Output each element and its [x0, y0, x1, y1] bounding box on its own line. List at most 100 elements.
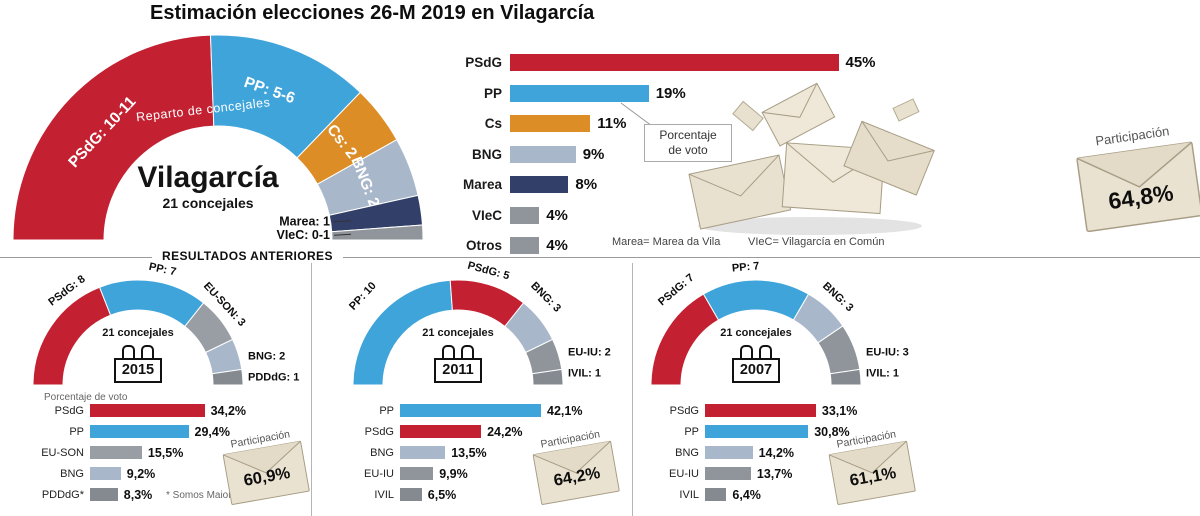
bar-value: 6,5%: [427, 487, 457, 502]
bar-label: BNG: [370, 446, 394, 459]
envelope-icon-graphic: [1076, 141, 1200, 233]
envelope-icon: 60,9%: [222, 440, 310, 505]
bar-label: EU-SON: [41, 446, 84, 459]
bar-label: PDDdG*: [41, 488, 84, 501]
label-leader-line: [333, 233, 352, 236]
donut-segment-label: PP: 7: [148, 261, 177, 278]
bar-label: PSdG: [465, 55, 502, 70]
bar-Marea: [510, 176, 569, 193]
callout-connector-line: [620, 102, 653, 127]
bar-label: BNG: [60, 467, 84, 480]
bar-label: VIeC: [471, 207, 502, 223]
bar-row: EU-IU 9,9%: [338, 466, 582, 481]
donut-segment-label: BNG: 2: [248, 350, 285, 362]
bar-PDDdG: [90, 488, 118, 501]
donut-segment-PSdG: [32, 286, 112, 386]
bar-row: PP 19%: [438, 84, 876, 102]
bar-row: EU-IU 13,7%: [643, 467, 857, 481]
bar-row: PSdG 45%: [438, 54, 876, 71]
bar-row: PDDdG* 8,3%: [28, 487, 246, 502]
bar-IVIL: [400, 488, 422, 501]
bar-value: 33,1%: [821, 403, 858, 418]
calendar-hook-icon: [740, 345, 753, 360]
bar-EUIU: [705, 467, 751, 480]
donut-segment-PDDdG: [211, 368, 244, 386]
donut-segment-label: EU-IU: 3: [866, 347, 909, 359]
bar-EUIU: [400, 467, 434, 480]
bar-row: Cs 11%: [438, 115, 876, 132]
bar-row: PP 30,8%: [643, 425, 857, 439]
bar-BNG: [90, 467, 121, 480]
donut-segment-label: BNG: 3: [528, 280, 563, 315]
vote-bar-chart-2007: PSdG 33,1% PP 30,8% BNG 14,2% EU-IU 13,7% IVIL 6,…: [643, 404, 857, 509]
donut-center-subtitle: 21 concejales: [422, 327, 494, 339]
bar-row: PP 29,4%: [28, 425, 246, 439]
donut-segment-label: PP: 10: [348, 280, 379, 313]
donut-segment-label: Marea: 1: [279, 215, 330, 229]
donut-segment-IVIL: [829, 368, 862, 386]
bar-value: 11%: [597, 115, 627, 132]
envelope-icon: 64,2%: [532, 440, 620, 505]
donut-segment-PP: [98, 279, 205, 328]
calendar-2007: 2007: [732, 345, 780, 383]
donut-segment-label: IVIL: 1: [568, 367, 601, 379]
envelope-icon-graphic: [532, 440, 620, 505]
section-title: RESULTADOS ANTERIORES: [152, 249, 343, 263]
bar-Cs: [510, 115, 591, 132]
donut-segment-PSdG: [12, 34, 215, 241]
bar-label: EU-IU: [669, 467, 699, 480]
calendar-icon: [114, 345, 162, 360]
bar-PP: [90, 425, 189, 438]
legend-note-marea: Marea= Marea da Vila: [612, 236, 721, 248]
bar-value: 34,2%: [210, 403, 247, 418]
bar-value: 45%: [845, 54, 876, 71]
bar-row: Marea 8%: [438, 176, 876, 193]
envelope-icon: 64,8%: [1076, 141, 1200, 233]
bar-PP: [510, 84, 649, 102]
participation-badge-2011: Participación 64,2%: [527, 426, 623, 506]
bar-value: 14,2%: [758, 445, 795, 460]
envelope-icon-graphic: [222, 440, 310, 505]
bar-value: 24,2%: [487, 424, 523, 439]
panel-divider-1: [311, 263, 312, 516]
calendar-icon: [434, 345, 482, 360]
bar-label: IVIL: [679, 488, 699, 501]
envelope-icon: 61,1%: [828, 440, 916, 505]
bar-value: 42,1%: [547, 403, 583, 418]
bar-value: 6,4%: [732, 487, 761, 502]
bar-value: 8,3%: [123, 487, 153, 502]
donut-segment-PSdG: [650, 293, 720, 386]
panel-divider-2: [632, 263, 633, 516]
bar-value: 8%: [575, 176, 598, 193]
footnote-somos-maioria: * Somos Maioría: [166, 490, 240, 501]
seat-donut-2011: PP: 10 PSdG: 5 BNG: 3 EU-IU: 2 IVIL: 1 21 con…: [348, 260, 611, 386]
legend-note-viec: VIeC= Vilagarcía en Común: [748, 236, 885, 248]
calendar-hook-icon: [461, 345, 474, 360]
bar-value: 9,9%: [439, 466, 468, 481]
bar-BNG: [510, 145, 576, 163]
bar-label: PSdG: [364, 425, 394, 438]
bar-value: 4%: [546, 237, 568, 254]
bar-PP: [400, 404, 541, 417]
bar-BNG: [400, 446, 446, 459]
envelopes-illustration: [688, 82, 935, 235]
calendar-year-2011: 2011: [434, 358, 482, 383]
bar-row: EU-SON 15,5%: [28, 446, 246, 460]
bar-PSdG: [90, 404, 205, 417]
vote-share-label-2015: Porcentaje de voto: [44, 392, 128, 403]
donut-segment-label: VIeC: 0-1: [277, 228, 331, 242]
donut-segment-IVIL: [531, 368, 564, 386]
donut-segment-label: PP: 7: [731, 260, 759, 274]
bar-label: Otros: [465, 238, 502, 253]
participation-badge-2019: Participación 64,8%: [1066, 119, 1200, 233]
bar-IVIL: [705, 488, 727, 501]
calendar-icon: [732, 345, 780, 360]
calendar-hook-icon: [442, 345, 455, 360]
bar-label: PSdG: [669, 404, 699, 417]
vote-share-callout: Porcentaje de voto: [644, 124, 732, 162]
bar-value: 9,2%: [126, 466, 156, 481]
bar-label: PP: [69, 425, 84, 438]
donut-segment-PP: [702, 279, 810, 321]
bar-PSdG: [705, 404, 816, 417]
